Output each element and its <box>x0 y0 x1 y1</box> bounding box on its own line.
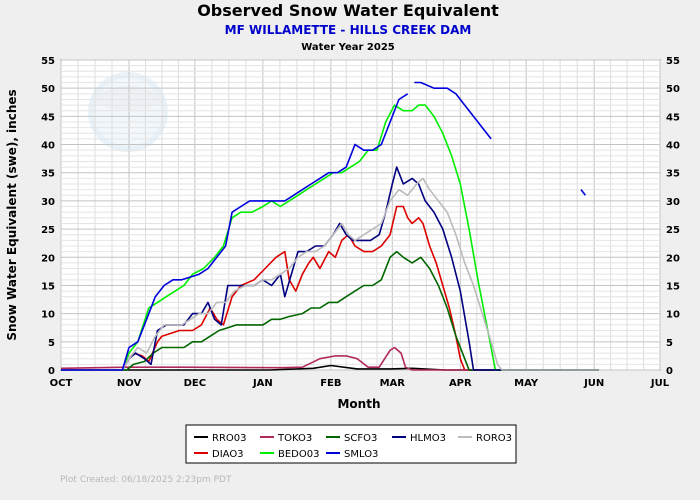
legend-label-toko3: TOKO3 <box>277 433 312 444</box>
noaa-logo <box>88 72 168 152</box>
y-tick-label: 25 <box>41 225 55 236</box>
y-tick-label-right: 35 <box>666 169 680 180</box>
y-tick-label: 10 <box>41 310 55 321</box>
y-tick-label: 30 <box>41 197 55 208</box>
y-tick-label: 0 <box>48 366 55 377</box>
x-tick-label: APR <box>449 378 472 389</box>
chart-subtitle: MF WILLAMETTE - HILLS CREEK DAM <box>225 23 472 37</box>
legend-label-hlmo3: HLMO3 <box>410 433 446 444</box>
x-tick-label: JAN <box>252 378 273 389</box>
y-tick-label-right: 55 <box>666 56 680 67</box>
series-line-toko3 <box>60 346 599 371</box>
x-tick-label: DEC <box>184 378 206 389</box>
y-tick-label-right: 30 <box>666 197 680 208</box>
y-tick-label: 40 <box>41 141 55 152</box>
chart-water-year: Water Year 2025 <box>301 42 395 53</box>
series-line-bedo03 <box>61 104 599 371</box>
x-tick-label: MAY <box>514 378 539 389</box>
x-axis-label: Month <box>337 397 380 411</box>
series-line-smlo3 <box>61 81 587 371</box>
legend-label-roro3: RORO3 <box>476 433 512 444</box>
chart-title: Observed Snow Water Equivalent <box>197 1 499 20</box>
series-lines <box>60 81 599 371</box>
y-tick-label-right: 15 <box>666 281 680 292</box>
series-line-roro3 <box>61 177 599 371</box>
y-axis-right: 0 5 10 15 20 25 30 35 40 45 50 55 <box>666 56 680 377</box>
x-tick-label: JUN <box>583 378 604 389</box>
y-axis-label: Snow Water Equivalent (swe), inches <box>5 89 19 340</box>
y-tick-label-right: 25 <box>666 225 680 236</box>
grid-lines <box>60 59 661 371</box>
y-tick-label-right: 40 <box>666 141 680 152</box>
series-line-rro03 <box>61 364 599 371</box>
x-tick-label: FEB <box>320 378 341 389</box>
x-tick-label: OCT <box>50 378 73 389</box>
legend: RRO03 TOKO3 SCFO3 HLMO3 RORO3 DIAO3 BEDO03 SMLO… <box>185 424 517 464</box>
y-axis-left: 0 5 10 15 20 25 30 35 40 45 50 55 <box>41 56 55 377</box>
y-tick-label-right: 20 <box>666 253 680 264</box>
y-tick-label: 20 <box>41 253 55 264</box>
y-tick-label: 35 <box>41 169 55 180</box>
legend-label-scfo3: SCFO3 <box>344 433 377 444</box>
y-tick-label: 55 <box>41 56 55 67</box>
series-line-diao3 <box>61 205 599 371</box>
legend-label-diao3: DIAO3 <box>212 449 244 460</box>
y-tick-label-right: 5 <box>666 338 673 349</box>
legend-box <box>185 424 517 464</box>
y-tick-label-right: 45 <box>666 112 680 123</box>
plot-created-footer: Plot Created: 06/18/2025 2:23pm PDT <box>60 475 232 485</box>
x-axis: OCT NOV DEC JAN FEB MAR APR MAY JUN JUL <box>50 378 670 389</box>
x-tick-label: JUL <box>650 378 670 389</box>
x-tick-label: MAR <box>380 378 406 389</box>
x-tick-label: NOV <box>117 378 142 389</box>
y-tick-label: 50 <box>41 84 55 95</box>
series-line-scfo3 <box>61 250 599 371</box>
legend-label-bedo03: BEDO03 <box>278 449 319 460</box>
y-tick-label-right: 10 <box>666 310 680 321</box>
y-tick-label: 5 <box>48 338 55 349</box>
y-tick-label: 15 <box>41 281 55 292</box>
legend-label-rro03: RRO03 <box>212 433 247 444</box>
y-tick-label: 45 <box>41 112 55 123</box>
legend-label-smlo3: SMLO3 <box>344 449 378 460</box>
y-tick-label-right: 0 <box>666 366 673 377</box>
y-tick-label-right: 50 <box>666 84 680 95</box>
